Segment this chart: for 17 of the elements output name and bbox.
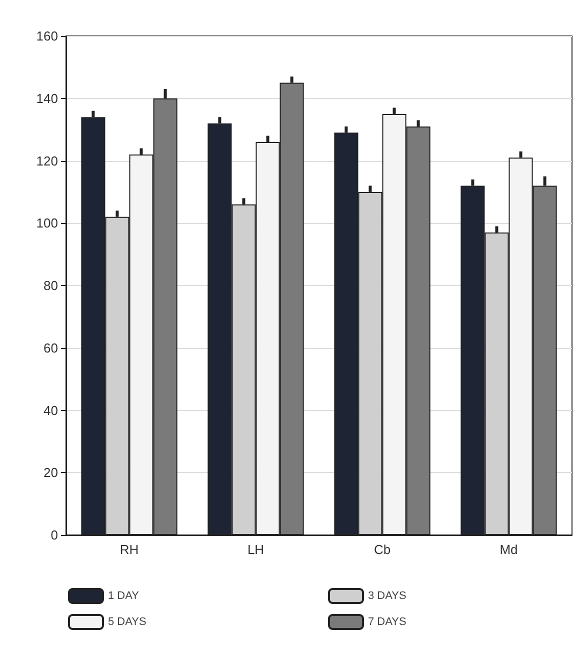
y-tick-label: 120 bbox=[36, 153, 58, 168]
legend-label: 3 DAYS bbox=[368, 590, 406, 602]
legend-label: 1 DAY bbox=[108, 590, 140, 602]
y-tick-label: 40 bbox=[44, 402, 58, 418]
x-tick-label: RH bbox=[120, 542, 139, 557]
y-tick-label: 140 bbox=[36, 90, 58, 106]
x-tick-label: LH bbox=[247, 542, 264, 557]
y-tick-label: 100 bbox=[36, 216, 58, 231]
y-tick-label: 60 bbox=[44, 340, 58, 356]
y-tick-label: 0 bbox=[50, 528, 58, 542]
legend-label: 5 DAYS bbox=[108, 616, 146, 628]
y-tick-label: 160 bbox=[36, 28, 58, 44]
x-tick-label: Cb bbox=[374, 542, 391, 557]
legend-label: 7 DAYS bbox=[368, 616, 406, 628]
y-tick-label: 20 bbox=[44, 465, 58, 480]
x-tick-label: Md bbox=[500, 542, 518, 557]
y-tick-label: 80 bbox=[44, 278, 58, 293]
